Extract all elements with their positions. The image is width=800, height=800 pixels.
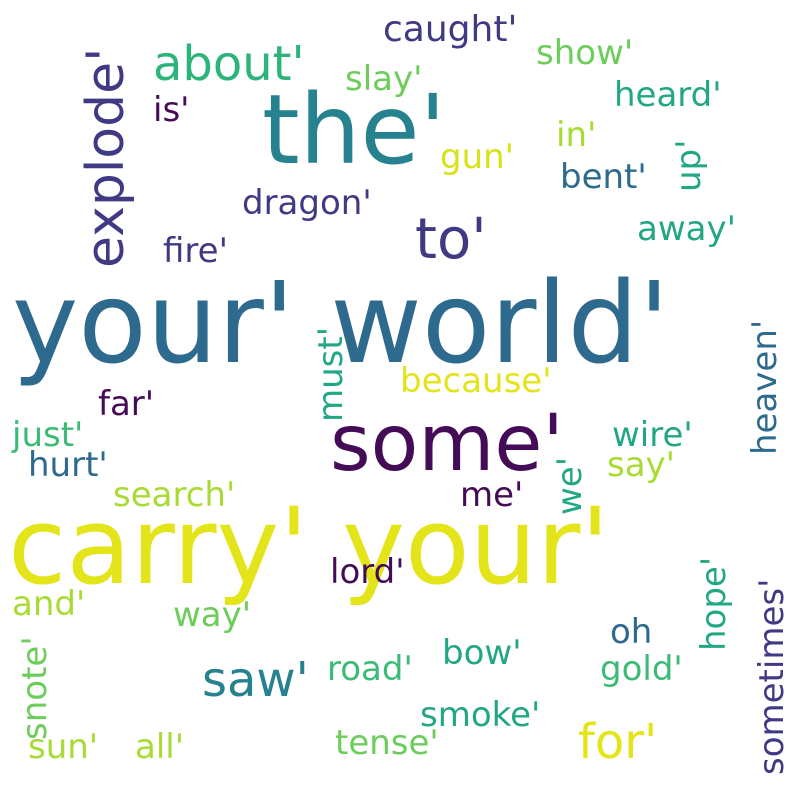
- word: bent': [560, 157, 647, 197]
- word: caught': [383, 9, 518, 50]
- word: gun': [440, 137, 515, 177]
- word: heard': [614, 75, 722, 115]
- word: and': [12, 584, 86, 624]
- word: explode': [76, 47, 136, 268]
- word: sometimes': [752, 578, 792, 775]
- word: hope': [694, 556, 734, 651]
- word: we': [550, 456, 590, 515]
- word: way': [173, 595, 252, 635]
- word: bow': [442, 633, 522, 673]
- word: gold': [600, 649, 683, 689]
- word: lord': [330, 552, 405, 592]
- word: slay': [345, 59, 423, 99]
- word: show': [536, 33, 634, 73]
- word: some': [330, 399, 564, 489]
- word: up': [669, 139, 709, 192]
- word: away': [637, 209, 736, 249]
- word: to': [415, 207, 487, 272]
- word: about': [153, 36, 305, 92]
- word: just': [12, 415, 84, 455]
- word: fire': [163, 231, 228, 271]
- word: say': [607, 445, 676, 485]
- word: sun': [28, 727, 99, 767]
- word: hurt': [28, 445, 108, 485]
- word: your' world': [12, 259, 670, 389]
- word: tense': [335, 723, 439, 763]
- word: because': [400, 361, 552, 401]
- word: oh: [610, 612, 653, 652]
- word: must': [311, 326, 351, 422]
- word: me': [460, 475, 524, 515]
- word: the': [262, 74, 446, 186]
- word: search': [113, 475, 236, 515]
- word: carry' your': [8, 485, 610, 608]
- word: in': [556, 115, 597, 155]
- word: far': [98, 384, 155, 424]
- word: smoke': [420, 695, 541, 735]
- word: all': [135, 727, 185, 767]
- word: saw': [202, 652, 309, 708]
- word: is': [153, 90, 190, 130]
- word: wire': [612, 415, 693, 455]
- word: road': [327, 649, 413, 689]
- word: dragon': [242, 183, 372, 223]
- word: snote': [15, 636, 55, 740]
- word: for': [578, 714, 658, 770]
- word: heaven': [745, 319, 785, 455]
